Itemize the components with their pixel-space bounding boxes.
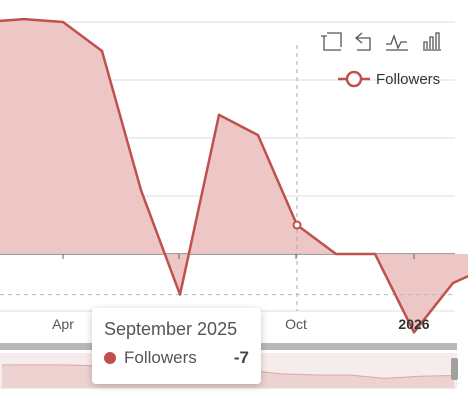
zoom-reset-icon[interactable] bbox=[354, 32, 371, 51]
zoom-select-icon[interactable] bbox=[321, 32, 342, 51]
tooltip: September 2025 Followers -7 bbox=[92, 308, 261, 384]
x-tick-label: 2026 bbox=[398, 316, 429, 332]
bar-chart-icon[interactable] bbox=[423, 32, 441, 51]
tooltip-title: September 2025 bbox=[104, 319, 238, 339]
line-chart-icon[interactable] bbox=[386, 34, 408, 51]
data-points bbox=[292, 220, 302, 230]
highlighted-data-point[interactable] bbox=[292, 220, 302, 230]
tooltip-value: -7 bbox=[233, 348, 249, 367]
followers-area bbox=[0, 19, 468, 333]
legend[interactable]: Followers bbox=[338, 70, 440, 88]
x-tick-label: Oct bbox=[285, 316, 307, 332]
x-tick-label: Apr bbox=[52, 316, 74, 332]
tooltip-series-name: Followers bbox=[124, 348, 197, 367]
legend-circle-marker bbox=[345, 70, 363, 88]
x-axis: Apr Oct 2026 bbox=[52, 254, 430, 332]
data-zoom-handle-right[interactable] bbox=[451, 358, 458, 380]
legend-label: Followers bbox=[376, 71, 440, 88]
tooltip-row: Followers -7 bbox=[104, 348, 249, 368]
tooltip-series-marker bbox=[104, 352, 116, 364]
toolbox bbox=[321, 32, 441, 51]
followers-line bbox=[0, 17, 468, 334]
